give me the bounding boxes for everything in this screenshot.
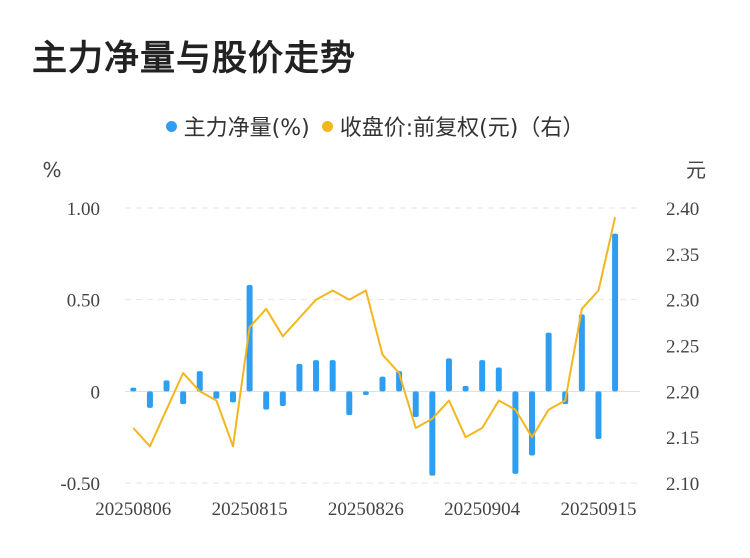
right-tick-label: 2.10 bbox=[666, 474, 699, 495]
bar-net-flow[interactable] bbox=[529, 391, 536, 456]
legend-label-close-price: 收盘价:前复权(元)（右） bbox=[339, 116, 585, 141]
right-tick-label: 2.25 bbox=[666, 337, 699, 358]
bar-net-flow[interactable] bbox=[479, 360, 486, 392]
bar-net-flow[interactable] bbox=[512, 391, 519, 474]
bar-net-flow[interactable] bbox=[196, 371, 203, 392]
right-tick-label: 2.30 bbox=[666, 291, 699, 312]
right-axis-unit: 元 bbox=[686, 158, 706, 182]
bar-net-flow[interactable] bbox=[362, 391, 369, 395]
bar-net-flow[interactable] bbox=[545, 332, 552, 392]
bar-net-flow[interactable] bbox=[279, 391, 286, 406]
bar-net-flow[interactable] bbox=[180, 391, 187, 405]
legend-line-marker bbox=[321, 120, 333, 132]
legend-item-net-flow[interactable]: 主力净量(%) bbox=[165, 110, 310, 142]
bar-net-flow[interactable] bbox=[445, 358, 452, 392]
line-close-price[interactable] bbox=[132, 216, 617, 448]
x-tick-label: 20250826 bbox=[328, 499, 404, 520]
legend-bar-marker bbox=[165, 120, 177, 132]
right-tick-label: 2.35 bbox=[666, 245, 699, 266]
bar-net-flow[interactable] bbox=[130, 387, 137, 392]
legend-item-close-price[interactable]: 收盘价:前复权(元)（右） bbox=[321, 110, 585, 142]
right-tick-label: 2.40 bbox=[666, 199, 699, 220]
bar-net-flow[interactable] bbox=[346, 391, 353, 416]
bar-net-flow[interactable] bbox=[146, 391, 153, 408]
left-tick-label: 1.00 bbox=[67, 199, 100, 220]
bar-net-flow[interactable] bbox=[612, 233, 619, 392]
right-tick-label: 2.20 bbox=[666, 382, 699, 403]
legend-label-net-flow: 主力净量(%) bbox=[183, 116, 310, 141]
x-tick-label: 20250806 bbox=[95, 499, 171, 520]
x-tick-label: 20250915 bbox=[560, 499, 636, 520]
bar-net-flow[interactable] bbox=[246, 285, 253, 392]
left-tick-label: 0.50 bbox=[67, 291, 100, 312]
left-axis-unit: % bbox=[42, 158, 61, 182]
bar-net-flow[interactable] bbox=[462, 385, 469, 392]
x-tick-label: 20250904 bbox=[444, 499, 521, 520]
legend: 主力净量(%) 收盘价:前复权(元)（右） bbox=[0, 110, 750, 142]
bar-net-flow[interactable] bbox=[429, 391, 436, 476]
left-tick-label: -0.50 bbox=[60, 474, 100, 495]
bar-net-flow[interactable] bbox=[412, 391, 419, 417]
bar-net-flow[interactable] bbox=[296, 363, 303, 392]
bar-net-flow[interactable] bbox=[595, 391, 602, 439]
bar-net-flow[interactable] bbox=[379, 376, 386, 392]
bar-net-flow[interactable] bbox=[213, 391, 220, 399]
bar-net-flow[interactable] bbox=[313, 360, 320, 392]
bar-net-flow[interactable] bbox=[263, 391, 270, 410]
x-tick-label: 20250815 bbox=[212, 499, 288, 520]
chart-title: 主力净量与股价走势 bbox=[32, 39, 357, 79]
bar-net-flow[interactable] bbox=[578, 314, 585, 392]
bar-net-flow[interactable] bbox=[163, 380, 170, 392]
bar-net-flow[interactable] bbox=[229, 391, 236, 403]
bar-net-flow[interactable] bbox=[329, 360, 336, 392]
bar-net-flow[interactable] bbox=[495, 367, 502, 392]
left-tick-label: 0 bbox=[91, 382, 101, 403]
right-tick-label: 2.15 bbox=[666, 428, 699, 449]
